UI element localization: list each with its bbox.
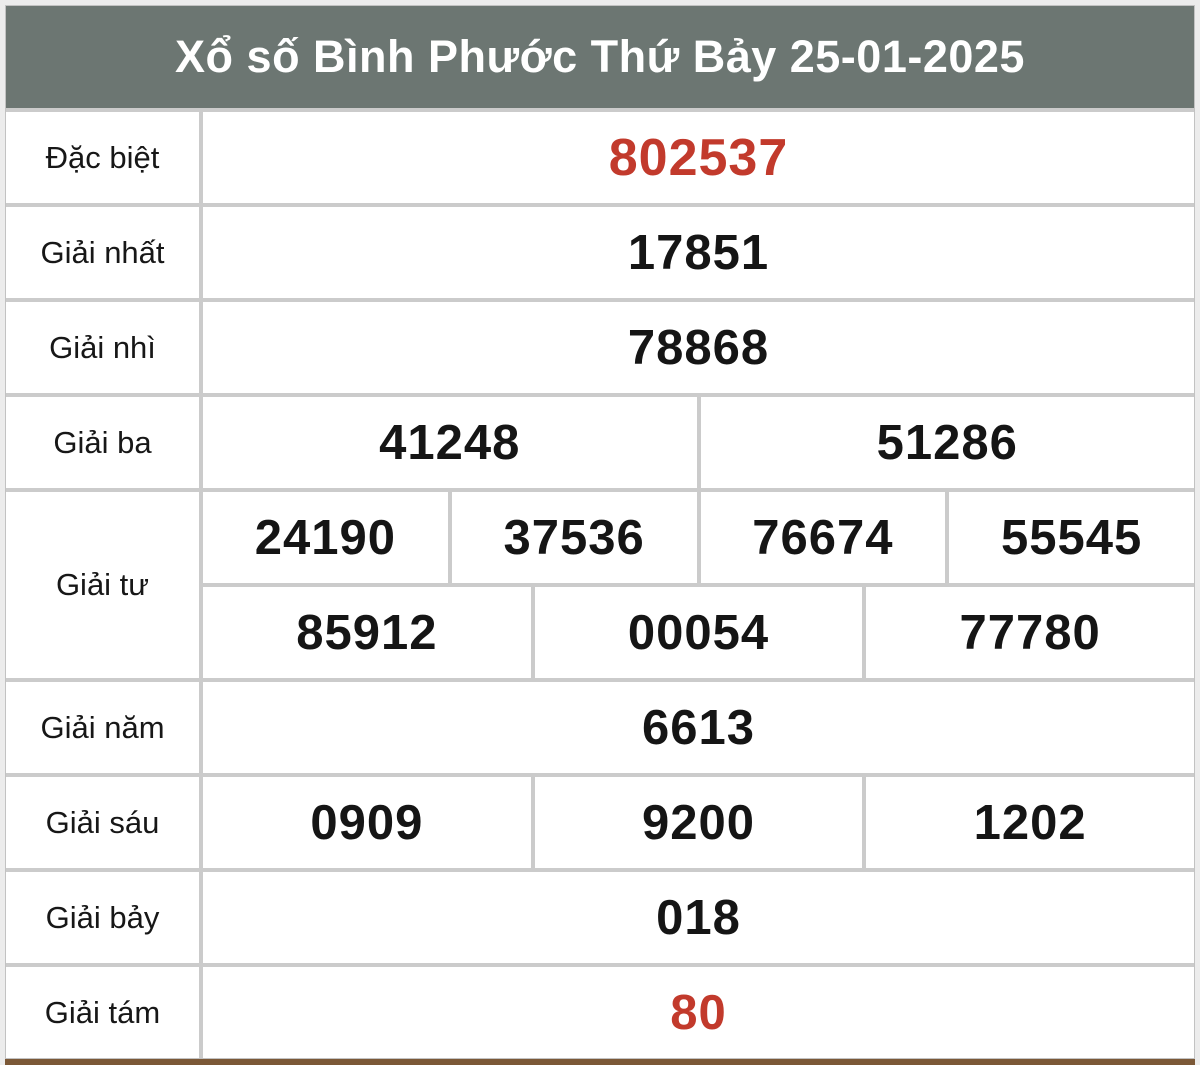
prize-row: Giải tư 24190 37536 76674 55545 85912 00054 777… [6, 492, 1195, 678]
prize-row: Giải nhất 17851 [6, 207, 1194, 298]
prize-number: 37536 [451, 492, 697, 583]
bottom-divider [5, 1059, 1195, 1065]
prize-number: 17851 [203, 207, 1194, 298]
prize-value-line: 41248 51286 [203, 397, 1194, 488]
prize-number: 41248 [203, 397, 697, 488]
prize-number: 1202 [866, 777, 1195, 868]
prize-values: 0909 9200 1202 [203, 777, 1195, 868]
prize-value-line: 78868 [203, 302, 1194, 393]
prize-number: 24190 [203, 492, 448, 583]
prize-number: 9200 [534, 777, 863, 868]
prize-values: 24190 37536 76674 55545 85912 00054 77780 [203, 492, 1195, 678]
prize-label: Giải sáu [6, 777, 199, 868]
page-title: Xổ số Bình Phước Thứ Bảy 25-01-2025 [175, 31, 1025, 82]
prize-value-line: 80 [203, 967, 1194, 1058]
prize-row: Giải năm 6613 [6, 682, 1194, 773]
prize-value-line: 802537 [203, 112, 1194, 203]
prize-value-line: 85912 00054 77780 [203, 587, 1195, 678]
prize-number: 0909 [203, 777, 531, 868]
prize-number: 00054 [534, 587, 863, 678]
prize-values: 80 [203, 967, 1194, 1058]
prize-number: 55545 [949, 492, 1194, 583]
prize-values: 41248 51286 [203, 397, 1194, 488]
prize-number: 85912 [203, 587, 531, 678]
prize-row: Giải sáu 0909 9200 1202 [6, 777, 1195, 868]
prize-values: 802537 [203, 112, 1194, 203]
prize-number: 76674 [700, 492, 946, 583]
prize-value-line: 17851 [203, 207, 1194, 298]
prize-row: Giải ba 41248 51286 [6, 397, 1194, 488]
prize-number: 80 [203, 967, 1194, 1058]
prize-row: Giải nhì 78868 [6, 302, 1194, 393]
prize-row: Giải tám 80 [6, 967, 1194, 1058]
prize-value-line: 018 [203, 872, 1194, 963]
prize-number: 78868 [203, 302, 1194, 393]
prize-number: 77780 [866, 587, 1195, 678]
prize-values: 17851 [203, 207, 1194, 298]
prize-number: 51286 [700, 397, 1194, 488]
prize-label: Giải nhì [6, 302, 199, 393]
prize-row: Đặc biệt 802537 [6, 112, 1194, 203]
prize-value-line: 6613 [203, 682, 1194, 773]
prize-label: Giải năm [6, 682, 199, 773]
prize-label: Giải tư [6, 492, 199, 678]
prize-label: Giải tám [6, 967, 199, 1058]
prize-number: 802537 [203, 112, 1194, 203]
prize-label: Giải ba [6, 397, 199, 488]
prize-values: 018 [203, 872, 1194, 963]
results-table: Xổ số Bình Phước Thứ Bảy 25-01-2025 Đặc … [5, 5, 1195, 1059]
prize-number: 6613 [203, 682, 1194, 773]
prize-label: Giải nhất [6, 207, 199, 298]
prize-row: Giải bảy 018 [6, 872, 1194, 963]
prize-number: 018 [203, 872, 1194, 963]
prize-label: Đặc biệt [6, 112, 199, 203]
prize-values: 6613 [203, 682, 1194, 773]
prize-values: 78868 [203, 302, 1194, 393]
prize-value-line: 0909 9200 1202 [203, 777, 1195, 868]
table-header: Xổ số Bình Phước Thứ Bảy 25-01-2025 [6, 6, 1194, 108]
prize-value-line: 24190 37536 76674 55545 [203, 492, 1194, 583]
prize-label: Giải bảy [6, 872, 199, 963]
